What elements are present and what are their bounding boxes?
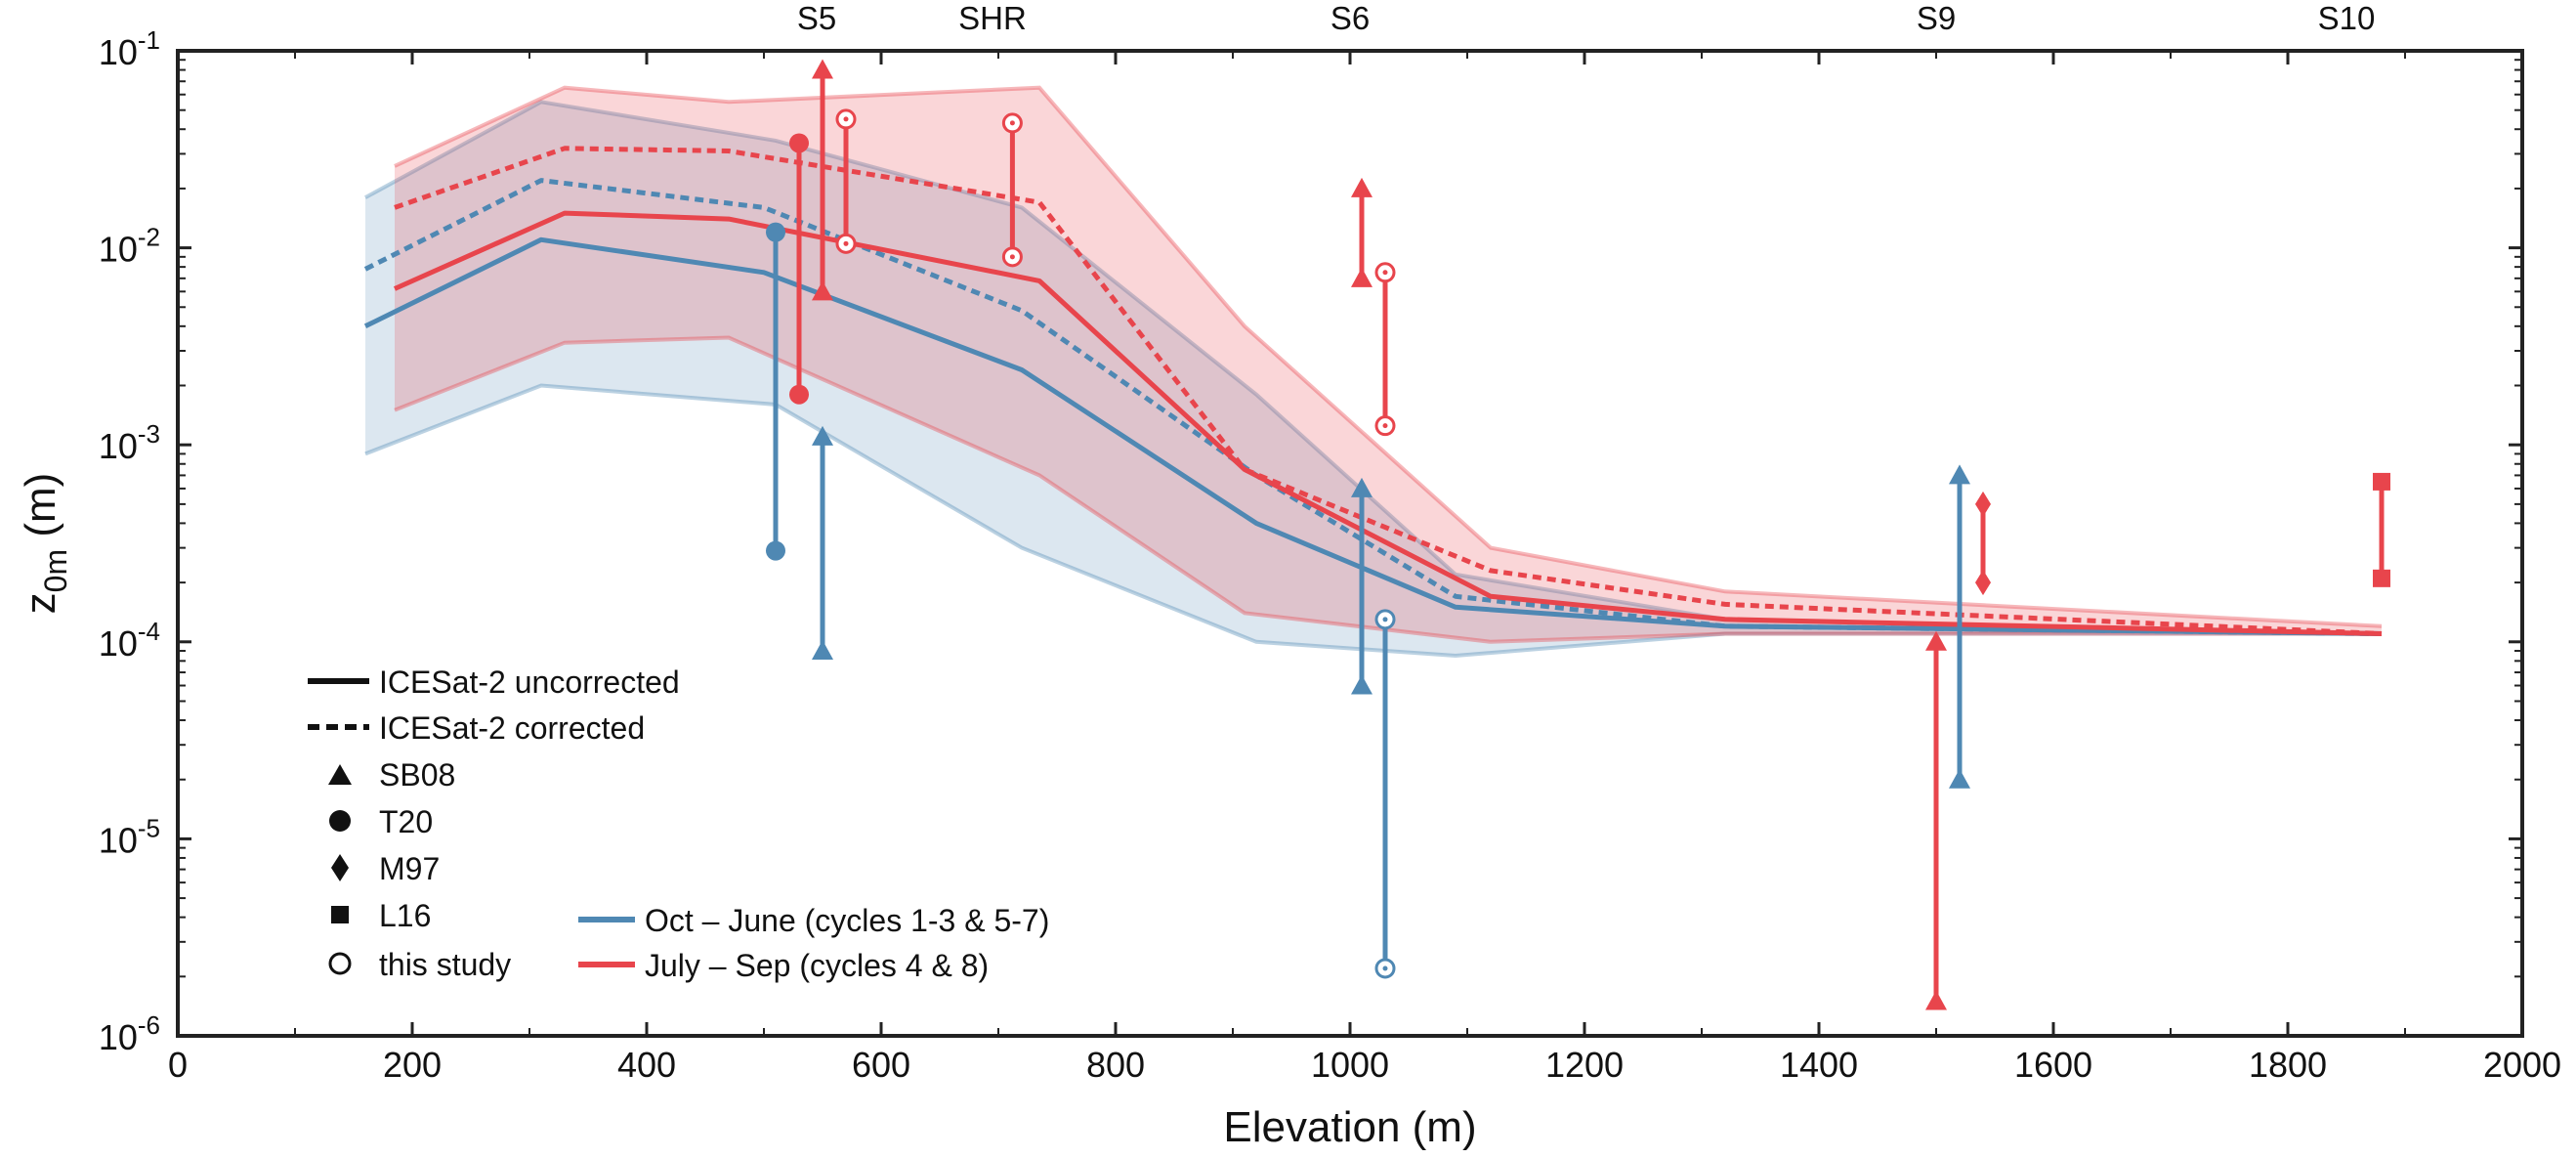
marker-this-study-dot	[1382, 965, 1388, 971]
marker-t20	[766, 222, 785, 242]
marker-sb08	[812, 425, 833, 446]
site-label-s9: S9	[1917, 0, 1956, 36]
x-tick-label: 0	[168, 1045, 188, 1085]
site-label-shr: SHR	[958, 0, 1027, 36]
legend: ICESat-2 uncorrected ICESat-2 corrected …	[308, 665, 1049, 983]
x-tick-label: 1600	[2014, 1045, 2092, 1085]
x-tick-label: 200	[383, 1045, 442, 1085]
marker-l16	[2373, 569, 2390, 587]
y-axis-symbol: z	[17, 592, 64, 614]
legend-l16-label: L16	[379, 898, 431, 933]
series-blue-solid-line	[363, 236, 2383, 636]
marker-this-study-dot	[843, 116, 849, 122]
y-axis-unit: (m)	[17, 473, 64, 549]
y-tick-label: 10-2	[99, 223, 160, 270]
band-blue-upper-edge	[364, 100, 2383, 636]
legend-m97-label: M97	[379, 851, 440, 886]
marker-sb08	[1351, 267, 1372, 287]
y-tick-label: 10-4	[99, 617, 160, 664]
marker-t20	[789, 384, 809, 405]
legend-this-study-marker	[328, 952, 352, 975]
site-label-s10: S10	[2318, 0, 2376, 36]
band-red-upper-edge	[394, 85, 2383, 628]
series-red-dashed-line	[394, 146, 2383, 636]
marker-sb08	[1925, 630, 1947, 651]
site-label-s6: S6	[1330, 0, 1370, 36]
marker-l16	[2373, 472, 2390, 491]
legend-july-sep-label: July – Sep (cycles 4 & 8)	[645, 948, 989, 983]
y-axis-subscript: 0m	[38, 549, 73, 592]
legend-m97-marker	[331, 854, 349, 881]
x-tick-label: 600	[852, 1045, 910, 1085]
legend-l16-marker	[331, 906, 349, 923]
marker-this-study-dot	[1009, 120, 1015, 126]
marker-sb08	[1351, 674, 1372, 695]
marker-m97	[1975, 491, 1991, 517]
band-blue-fill	[365, 102, 2382, 657]
observation-markers	[766, 59, 2390, 1010]
y-axis-title: z0m (m)	[17, 473, 73, 615]
legend-this-study-label: this study	[379, 947, 511, 982]
marker-this-study-dot	[1009, 254, 1015, 260]
marker-sb08	[1949, 768, 1970, 789]
site-label-s5: S5	[797, 0, 836, 36]
band-red-lower-edge	[394, 335, 2382, 644]
series-red-solid-line	[393, 210, 2383, 636]
series-lines	[363, 146, 2383, 636]
uncertainty-bands	[364, 85, 2383, 659]
x-tick-label: 2000	[2483, 1045, 2561, 1085]
legend-oct-june-label: Oct – June (cycles 1-3 & 5-7)	[645, 903, 1049, 938]
legend-t20-label: T20	[379, 804, 433, 839]
marker-t20	[789, 133, 809, 153]
x-axis-title: Elevation (m)	[1223, 1103, 1476, 1151]
x-tick-label: 1000	[1311, 1045, 1389, 1085]
marker-this-study-dot	[1382, 423, 1388, 429]
band-blue-lower-edge	[364, 383, 2382, 659]
legend-corrected-label: ICESat-2 corrected	[379, 710, 645, 746]
marker-m97	[1975, 570, 1991, 596]
marker-sb08	[812, 280, 833, 301]
x-tick-label: 1800	[2249, 1045, 2327, 1085]
x-tick-label: 1200	[1545, 1045, 1624, 1085]
marker-sb08	[1351, 177, 1372, 197]
marker-sb08	[1351, 477, 1372, 497]
y-tick-label: 10-5	[99, 813, 160, 860]
legend-uncorrected-label: ICESat-2 uncorrected	[379, 665, 680, 700]
marker-sb08	[1949, 464, 1970, 485]
marker-sb08	[812, 640, 833, 661]
legend-sb08-marker	[328, 764, 352, 785]
marker-this-study-dot	[843, 240, 849, 246]
marker-this-study-dot	[1382, 270, 1388, 276]
y-tick-label: 10-3	[99, 419, 160, 466]
legend-sb08-label: SB08	[379, 757, 455, 793]
x-tick-label: 1400	[1780, 1045, 1858, 1085]
marker-sb08	[812, 59, 833, 79]
legend-t20-marker	[329, 810, 351, 832]
x-tick-label: 400	[617, 1045, 676, 1085]
y-tick-label: 10-1	[99, 25, 160, 72]
series-blue-dashed-line	[363, 178, 2383, 636]
x-tick-label: 800	[1086, 1045, 1145, 1085]
marker-sb08	[1925, 990, 1947, 1010]
y-tick-label: 10-6	[99, 1010, 160, 1057]
marker-this-study-dot	[1382, 617, 1388, 622]
band-red-fill	[395, 87, 2382, 642]
marker-t20	[766, 540, 785, 561]
axis-ticks: 0 200 400 600 800 1000 1200 1400 1600 1800 2000 10-…	[99, 0, 2561, 1085]
